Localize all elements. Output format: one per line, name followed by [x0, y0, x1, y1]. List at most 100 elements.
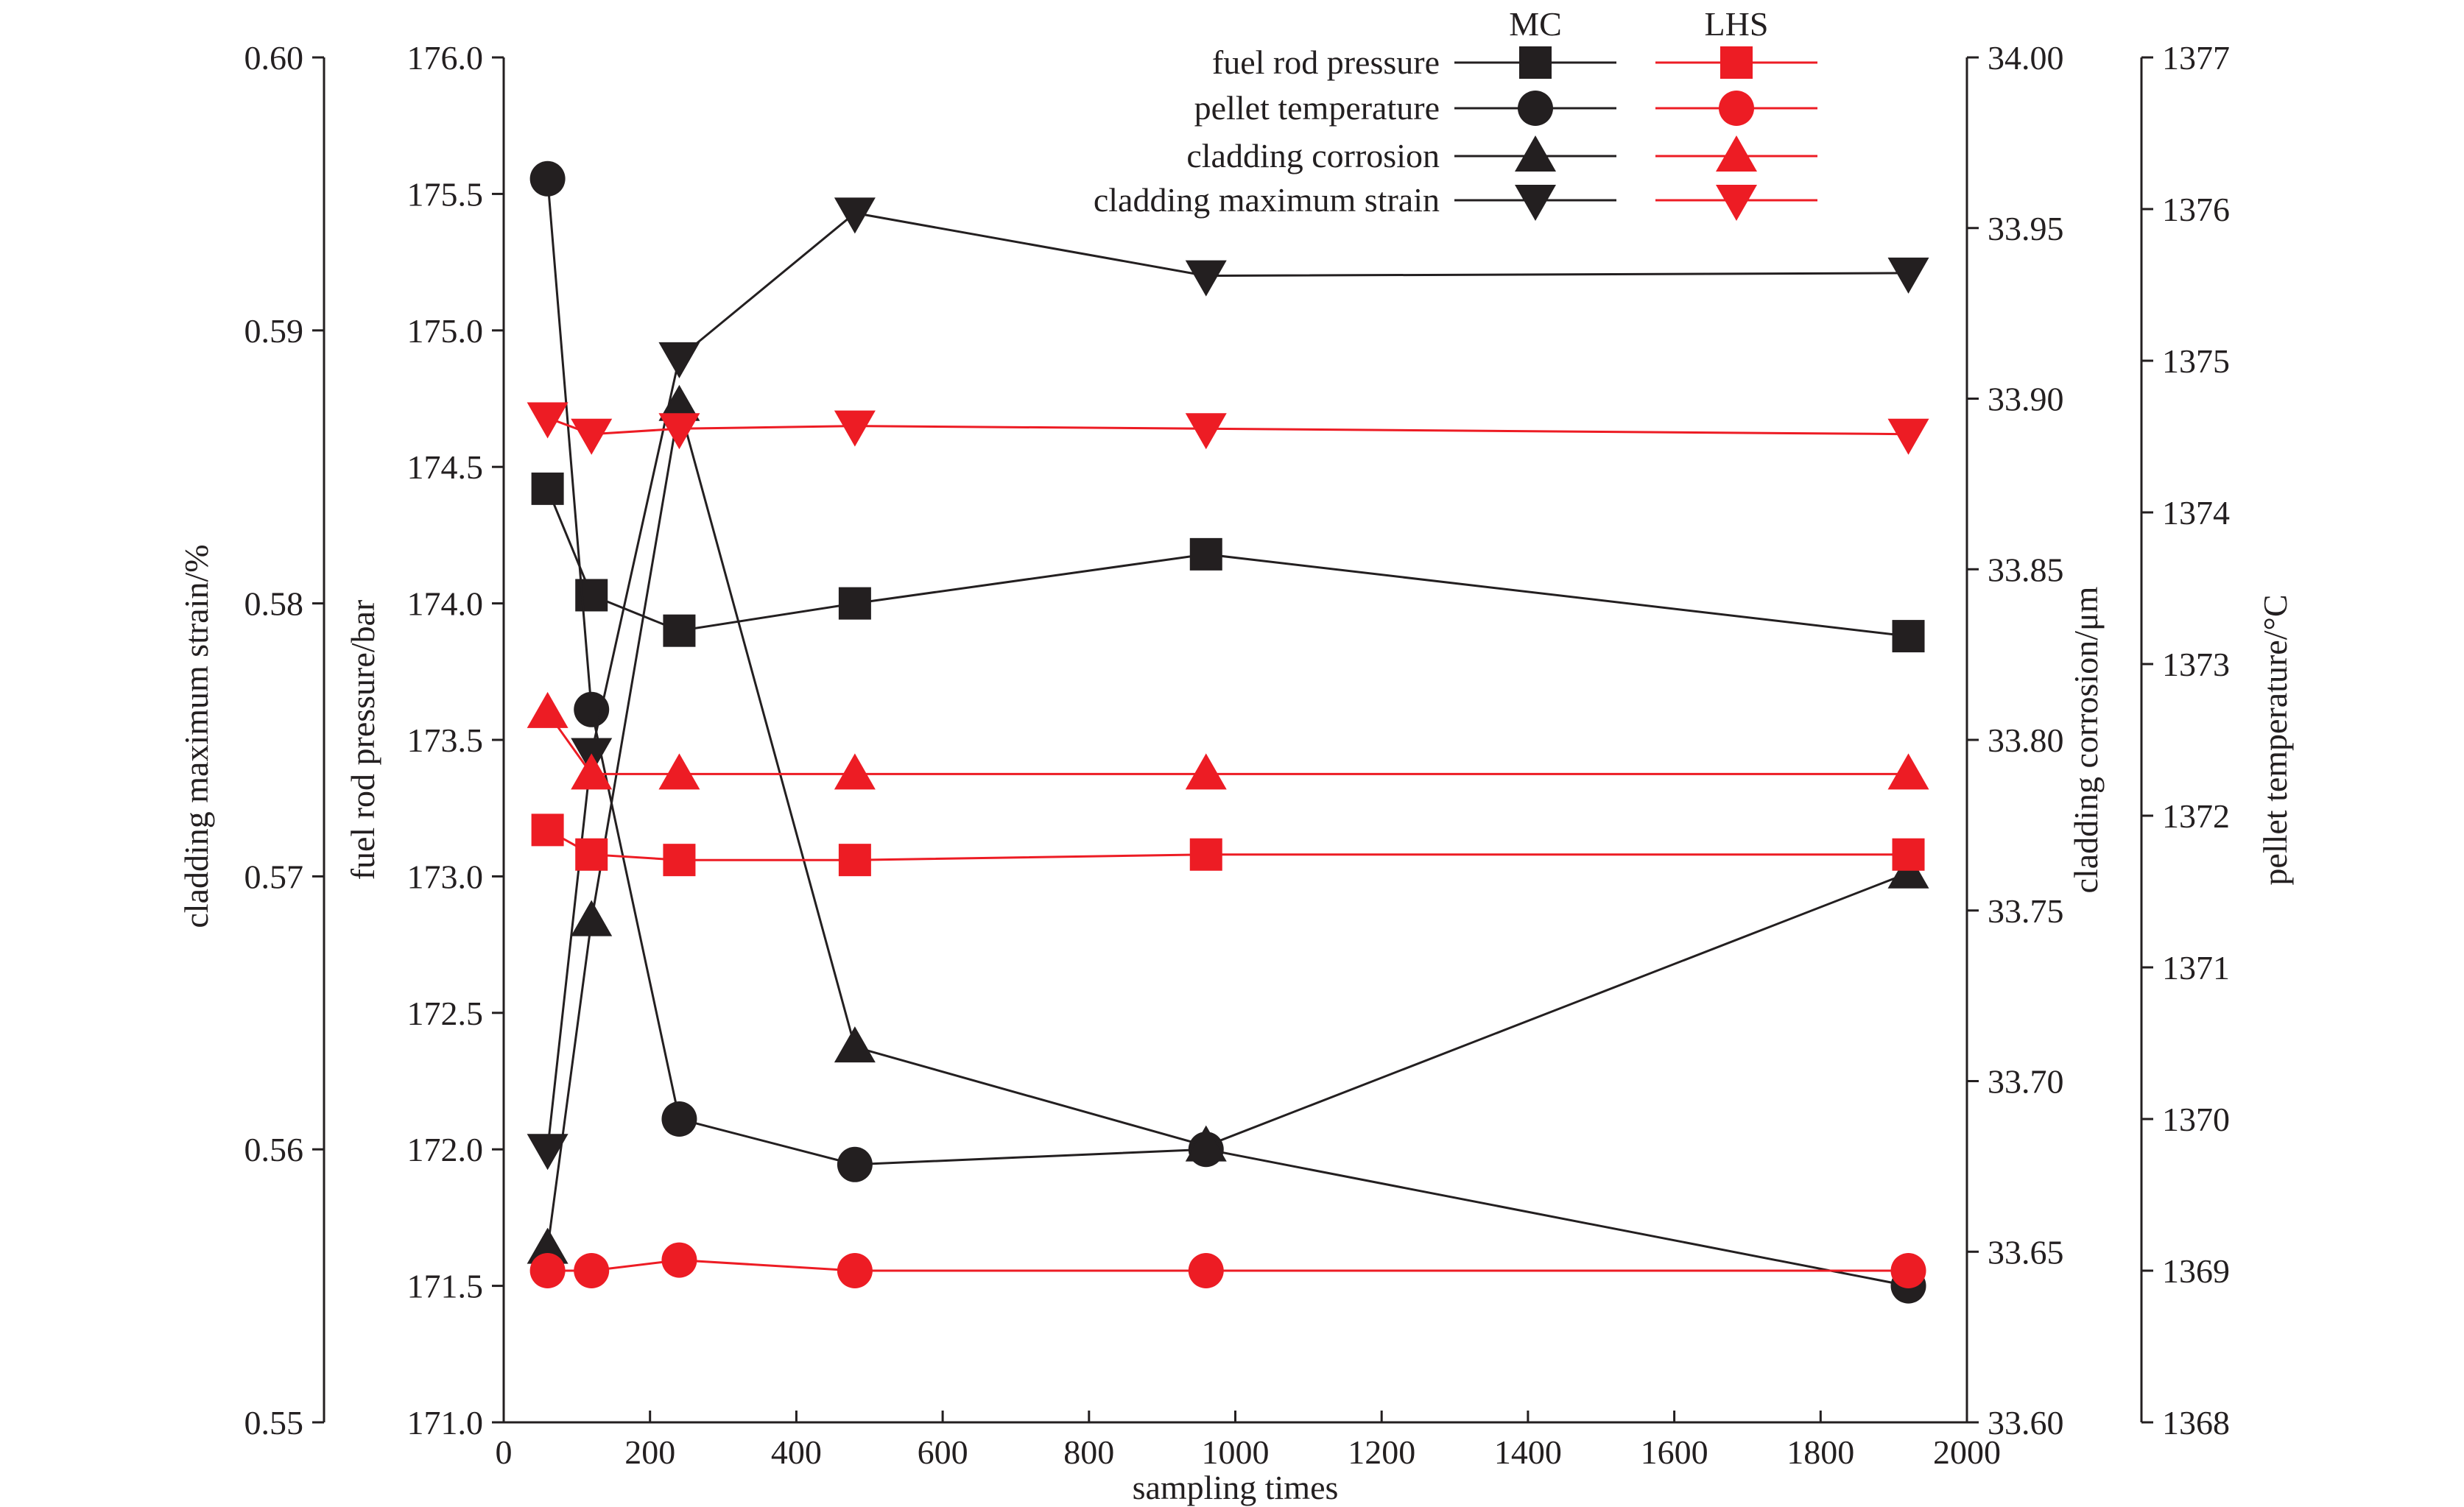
corrosion-tick-label: 33.70 — [1988, 1063, 2064, 1101]
pressure-tick-label: 174.0 — [407, 585, 484, 623]
mc-pellet-temperature-point — [529, 160, 566, 197]
mc-fuel-rod-pressure-point — [1189, 537, 1222, 571]
legend-header-lhs: LHS — [1705, 5, 1769, 43]
strain-tick-label: 0.58 — [244, 585, 304, 623]
x-tick-label: 0 — [496, 1433, 513, 1471]
lhs-pellet-temperature-point — [529, 1253, 566, 1288]
lhs-cladding-corrosion-line — [546, 712, 1909, 775]
lhs-pellet-temperature-point — [661, 1242, 697, 1278]
strain-tick-label: 0.59 — [244, 312, 304, 350]
temperature-tick-label: 1371 — [2162, 949, 2230, 987]
pressure-tick-label: 174.5 — [407, 448, 484, 486]
corrosion-tick-label: 33.60 — [1988, 1404, 2064, 1441]
x-tick-label: 1800 — [1787, 1433, 1854, 1471]
lhs-cladding-maximum-strain-point — [834, 410, 876, 447]
lhs-cladding-corrosion-point — [1185, 753, 1227, 790]
lhs-pellet-temperature-point — [574, 1253, 610, 1288]
pressure-tick-label: 176.0 — [407, 39, 484, 77]
lhs-cladding-corrosion-point — [571, 753, 613, 790]
lhs-fuel-rod-pressure-point — [1189, 838, 1222, 871]
temperature-axis-title: pellet temperature/°C — [2256, 594, 2294, 885]
pressure-tick-label: 173.5 — [407, 721, 484, 759]
pressure-tick-label: 171.5 — [407, 1268, 484, 1305]
mc-pellet-temperature-point — [837, 1146, 873, 1182]
corrosion-tick-label: 33.95 — [1988, 210, 2064, 247]
temperature-tick-label: 1377 — [2162, 39, 2230, 77]
legend-label: cladding corrosion — [1186, 137, 1440, 174]
mc-pellet-temperature-point — [661, 1101, 697, 1137]
pressure-tick-label: 172.5 — [407, 995, 484, 1032]
lhs-cladding-maximum-strain-point — [571, 418, 613, 455]
lhs-cladding-maximum-strain-point — [527, 402, 569, 439]
mc-cladding-corrosion-point — [527, 1227, 569, 1264]
mc-cladding-corrosion-point — [834, 1026, 876, 1063]
corrosion-axis-title: cladding corrosion/μm — [2067, 586, 2105, 893]
pressure-axis-title: fuel rod pressure/bar — [344, 600, 381, 880]
pressure-tick-label: 175.0 — [407, 312, 484, 350]
lhs-cladding-maximum-strain-point — [1185, 413, 1227, 450]
mc-fuel-rod-pressure-point — [663, 614, 696, 647]
mc-cladding-maximum-strain-point — [834, 197, 876, 234]
legend-label: cladding maximum strain — [1094, 181, 1440, 219]
x-tick-label: 1000 — [1202, 1433, 1270, 1471]
legend-lhs-marker — [1716, 135, 1757, 172]
mc-fuel-rod-pressure-point — [838, 587, 871, 620]
lhs-cladding-corrosion-point — [658, 753, 700, 790]
mc-cladding-maximum-strain-point — [1887, 257, 1929, 294]
lhs-fuel-rod-pressure-point — [531, 814, 564, 847]
x-tick-label: 1600 — [1641, 1433, 1708, 1471]
temperature-tick-label: 1368 — [2162, 1404, 2230, 1441]
strain-axis-title: cladding maximum strain/% — [177, 544, 215, 928]
mc-cladding-corrosion-point — [1185, 1125, 1227, 1162]
legend-mc-marker — [1519, 46, 1552, 79]
corrosion-tick-label: 34.00 — [1988, 39, 2064, 77]
legend-lhs-marker — [1720, 46, 1753, 79]
lhs-pellet-temperature-line — [547, 1259, 1909, 1272]
lhs-cladding-corrosion-point — [834, 753, 876, 790]
pressure-tick-label: 171.0 — [407, 1404, 484, 1441]
temperature-tick-label: 1374 — [2162, 494, 2230, 532]
strain-tick-label: 0.55 — [244, 1404, 304, 1441]
legend-mc-marker — [1515, 185, 1556, 221]
mc-fuel-rod-pressure-line — [546, 488, 1909, 638]
mc-pellet-temperature-line — [546, 178, 1909, 1288]
x-tick-label: 2000 — [1933, 1433, 2001, 1471]
mc-cladding-maximum-strain-point — [658, 342, 700, 378]
corrosion-tick-label: 33.90 — [1988, 381, 2064, 418]
mc-cladding-corrosion-point — [658, 384, 700, 421]
mc-cladding-maximum-strain-point — [527, 1134, 569, 1171]
lhs-fuel-rod-pressure-line — [546, 829, 1909, 861]
x-tick-label: 400 — [771, 1433, 822, 1471]
legend-label: fuel rod pressure — [1212, 43, 1440, 81]
legend-lhs-marker — [1719, 91, 1754, 126]
x-tick-label: 600 — [918, 1433, 968, 1471]
temperature-tick-label: 1375 — [2162, 342, 2230, 380]
legend-mc-marker — [1518, 91, 1553, 126]
lhs-cladding-corrosion-point — [527, 691, 569, 728]
lhs-fuel-rod-pressure-point — [1892, 838, 1925, 871]
legend-label: pellet temperature — [1194, 89, 1440, 127]
legend-lhs-marker — [1716, 185, 1757, 221]
pressure-tick-label: 172.0 — [407, 1131, 484, 1168]
temperature-tick-label: 1372 — [2162, 797, 2230, 835]
strain-tick-label: 0.57 — [244, 858, 304, 895]
lhs-cladding-maximum-strain-point — [1887, 418, 1929, 455]
strain-tick-label: 0.56 — [244, 1131, 304, 1168]
x-axis-title: sampling times — [1133, 1469, 1339, 1506]
temperature-tick-label: 1369 — [2162, 1252, 2230, 1290]
legend-mc-marker — [1515, 135, 1556, 172]
strain-tick-label: 0.60 — [244, 39, 304, 77]
pressure-tick-label: 175.5 — [407, 175, 484, 213]
mc-cladding-maximum-strain-line — [546, 211, 1909, 1150]
legend-header-mc: MC — [1509, 5, 1562, 43]
lhs-pellet-temperature-point — [837, 1253, 873, 1288]
mc-cladding-maximum-strain-point — [1185, 260, 1227, 297]
corrosion-tick-label: 33.85 — [1988, 551, 2064, 588]
mc-cladding-corrosion-point — [571, 900, 613, 936]
temperature-tick-label: 1373 — [2162, 646, 2230, 683]
lhs-cladding-maximum-strain-line — [547, 417, 1909, 436]
pressure-tick-label: 173.0 — [407, 858, 484, 895]
mc-fuel-rod-pressure-point — [1892, 620, 1925, 653]
